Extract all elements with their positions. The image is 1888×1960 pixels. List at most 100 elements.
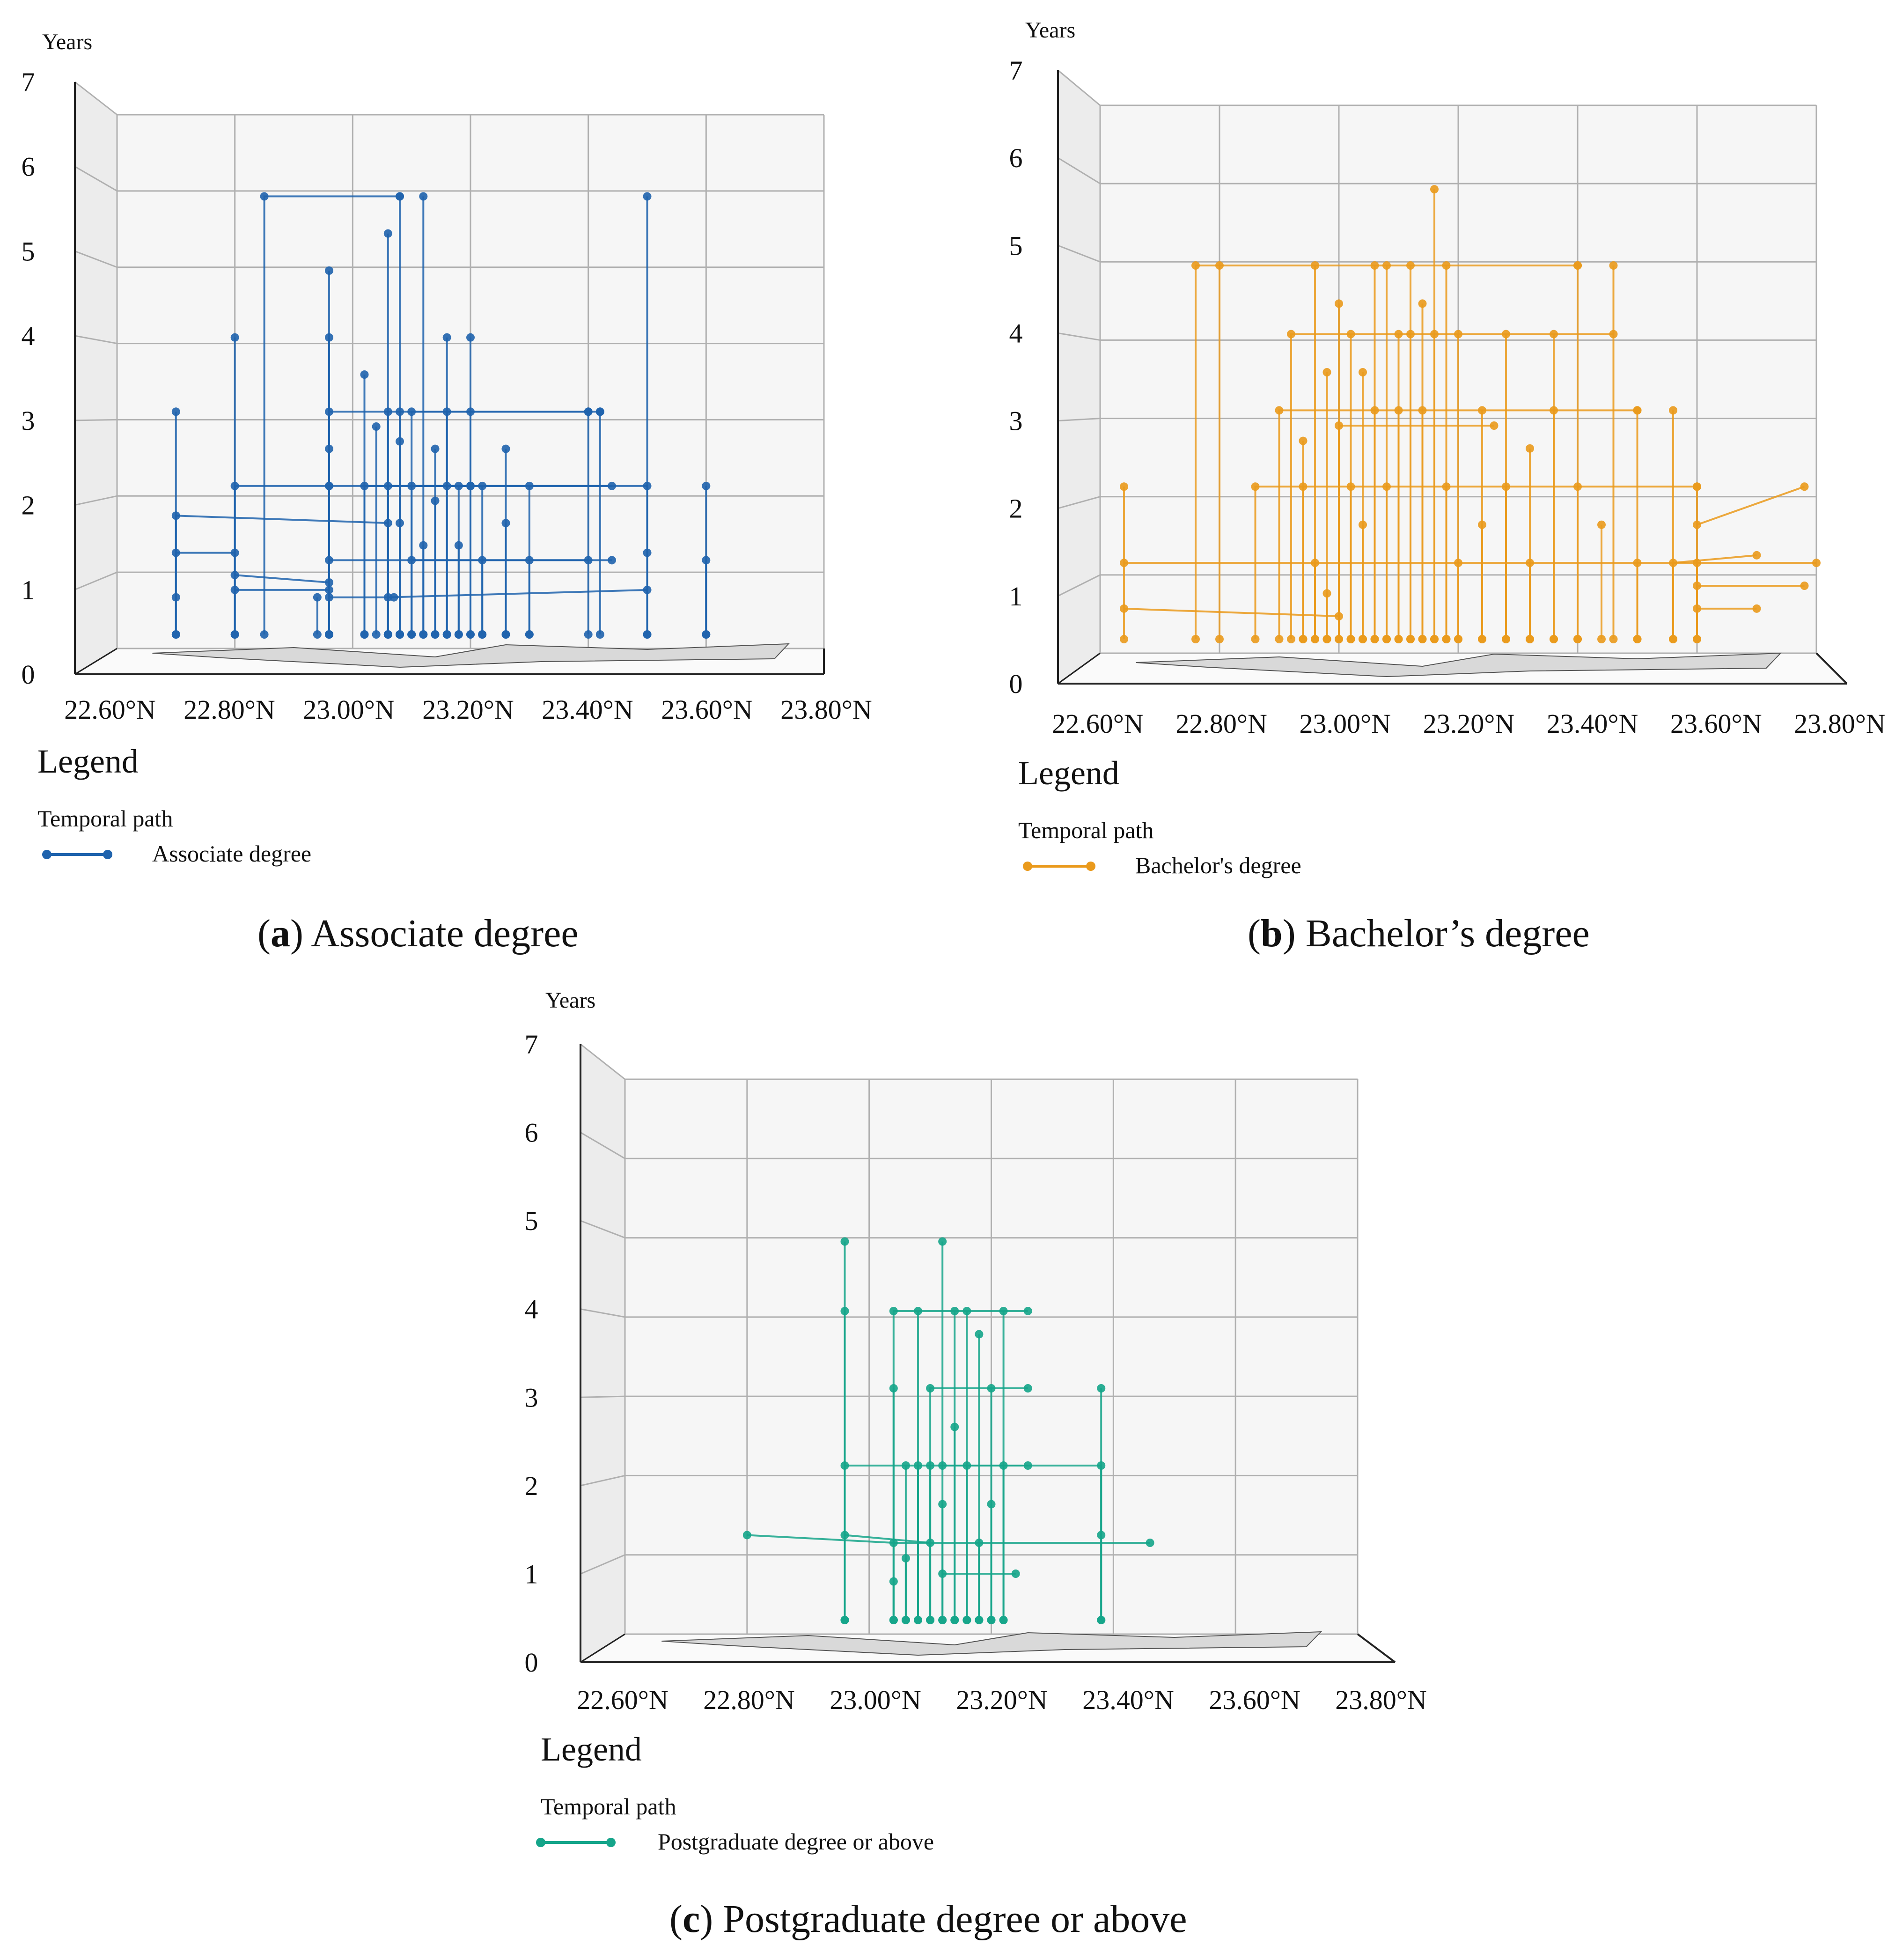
path-point — [1097, 1461, 1106, 1470]
path-point — [431, 630, 440, 639]
y-tick-label: 2 — [22, 490, 35, 521]
path-point — [1322, 368, 1331, 376]
path-point — [1346, 482, 1355, 491]
path-point — [1693, 520, 1701, 529]
y-axis-label: Years — [1025, 18, 1075, 43]
legend-marker — [103, 850, 112, 859]
y-tick-label: 4 — [1009, 318, 1023, 348]
path-point — [396, 630, 404, 639]
path-point — [419, 630, 428, 639]
path-point — [171, 511, 180, 520]
path-point — [595, 630, 604, 639]
path-point — [1812, 559, 1821, 567]
y-axis-label: Years — [545, 988, 595, 1013]
path-point — [1693, 635, 1701, 643]
y-gridline-side — [1058, 418, 1101, 422]
x-tick-label: 23.60°N — [1670, 708, 1762, 739]
path-point — [901, 1461, 910, 1470]
path-point — [383, 593, 392, 602]
y-tick-label: 3 — [525, 1382, 538, 1413]
path-point — [1346, 635, 1355, 643]
temporal-path — [1697, 486, 1805, 526]
path-point — [1526, 635, 1534, 643]
path-point — [1287, 635, 1295, 643]
path-point — [372, 630, 381, 639]
left-wall — [580, 1044, 625, 1662]
x-tick-label: 23.80°N — [1335, 1685, 1427, 1715]
path-point — [442, 481, 451, 490]
chart-panel-postgraduate: 0 1 2 3 4 5 6 7 22.60°N 22.80°N 23.00°N 23.20°N 23.4… — [506, 974, 1442, 1910]
y-gridline-side — [580, 1043, 625, 1080]
path-point — [584, 630, 593, 639]
legend-marker — [42, 850, 51, 859]
legend-entry-label: Postgraduate degree or above — [658, 1828, 934, 1855]
path-point — [419, 192, 428, 201]
path-point — [1693, 604, 1701, 613]
y-tick-label: 4 — [525, 1294, 538, 1325]
path-point — [1454, 330, 1462, 339]
path-point — [1752, 604, 1761, 613]
path-point — [501, 444, 510, 453]
legend-subtitle: Temporal path — [37, 805, 173, 832]
path-point — [926, 1461, 935, 1470]
path-point — [501, 519, 510, 528]
path-point — [1430, 330, 1439, 339]
path-point — [987, 1500, 996, 1509]
x-tick-label: 23.20°N — [422, 694, 514, 725]
path-point — [230, 481, 239, 490]
path-point — [1359, 368, 1367, 376]
path-point — [643, 481, 652, 490]
y-gridline-side — [580, 1308, 625, 1318]
path-point — [1442, 261, 1451, 270]
path-point — [938, 1616, 947, 1624]
path-point — [383, 630, 392, 639]
path-point — [1097, 1616, 1106, 1624]
y-tick-label: 7 — [525, 1029, 538, 1060]
path-point — [1478, 520, 1486, 529]
y-tick-label: 1 — [22, 575, 35, 605]
path-point — [1215, 261, 1224, 270]
path-point — [407, 407, 416, 416]
path-point — [396, 519, 404, 528]
path-point — [1394, 330, 1403, 339]
path-point — [1322, 589, 1331, 598]
path-point — [1550, 635, 1558, 643]
path-point — [1502, 482, 1510, 491]
path-point — [525, 630, 534, 639]
path-point — [1394, 635, 1403, 643]
y-tick-label: 5 — [22, 236, 35, 266]
x-tick-label: 23.40°N — [1547, 708, 1638, 739]
caption-letter-b: b — [1260, 912, 1283, 955]
path-point — [584, 407, 593, 416]
path-point — [372, 422, 381, 431]
path-point — [975, 1616, 984, 1624]
path-point — [383, 481, 392, 490]
path-point — [1251, 635, 1260, 643]
path-point — [840, 1616, 849, 1624]
path-point — [1359, 635, 1367, 643]
path-point — [1454, 559, 1462, 567]
path-point — [325, 593, 333, 602]
y-tick-label: 2 — [525, 1471, 538, 1501]
legend-title: Legend — [37, 743, 139, 780]
path-point — [1406, 635, 1415, 643]
y-tick-label: 4 — [22, 321, 35, 351]
caption-b: (b) Bachelor’s degree — [1248, 912, 1590, 955]
path-point — [360, 630, 369, 639]
y-gridline-side — [74, 571, 118, 590]
path-point — [442, 333, 451, 342]
map-basemap-outline — [1136, 652, 1782, 678]
path-point — [383, 229, 392, 238]
path-point — [325, 333, 333, 342]
path-point — [1097, 1531, 1106, 1540]
path-point — [466, 630, 475, 639]
path-point — [1275, 406, 1284, 415]
path-point — [702, 556, 711, 565]
y-tick-label: 5 — [525, 1206, 538, 1236]
y-axis-label: Years — [42, 29, 92, 54]
path-point — [442, 630, 451, 639]
y-tick-label: 0 — [22, 659, 35, 690]
x-tick-label: 22.60°N — [1052, 708, 1144, 739]
path-point — [325, 266, 333, 275]
path-point — [1442, 482, 1451, 491]
